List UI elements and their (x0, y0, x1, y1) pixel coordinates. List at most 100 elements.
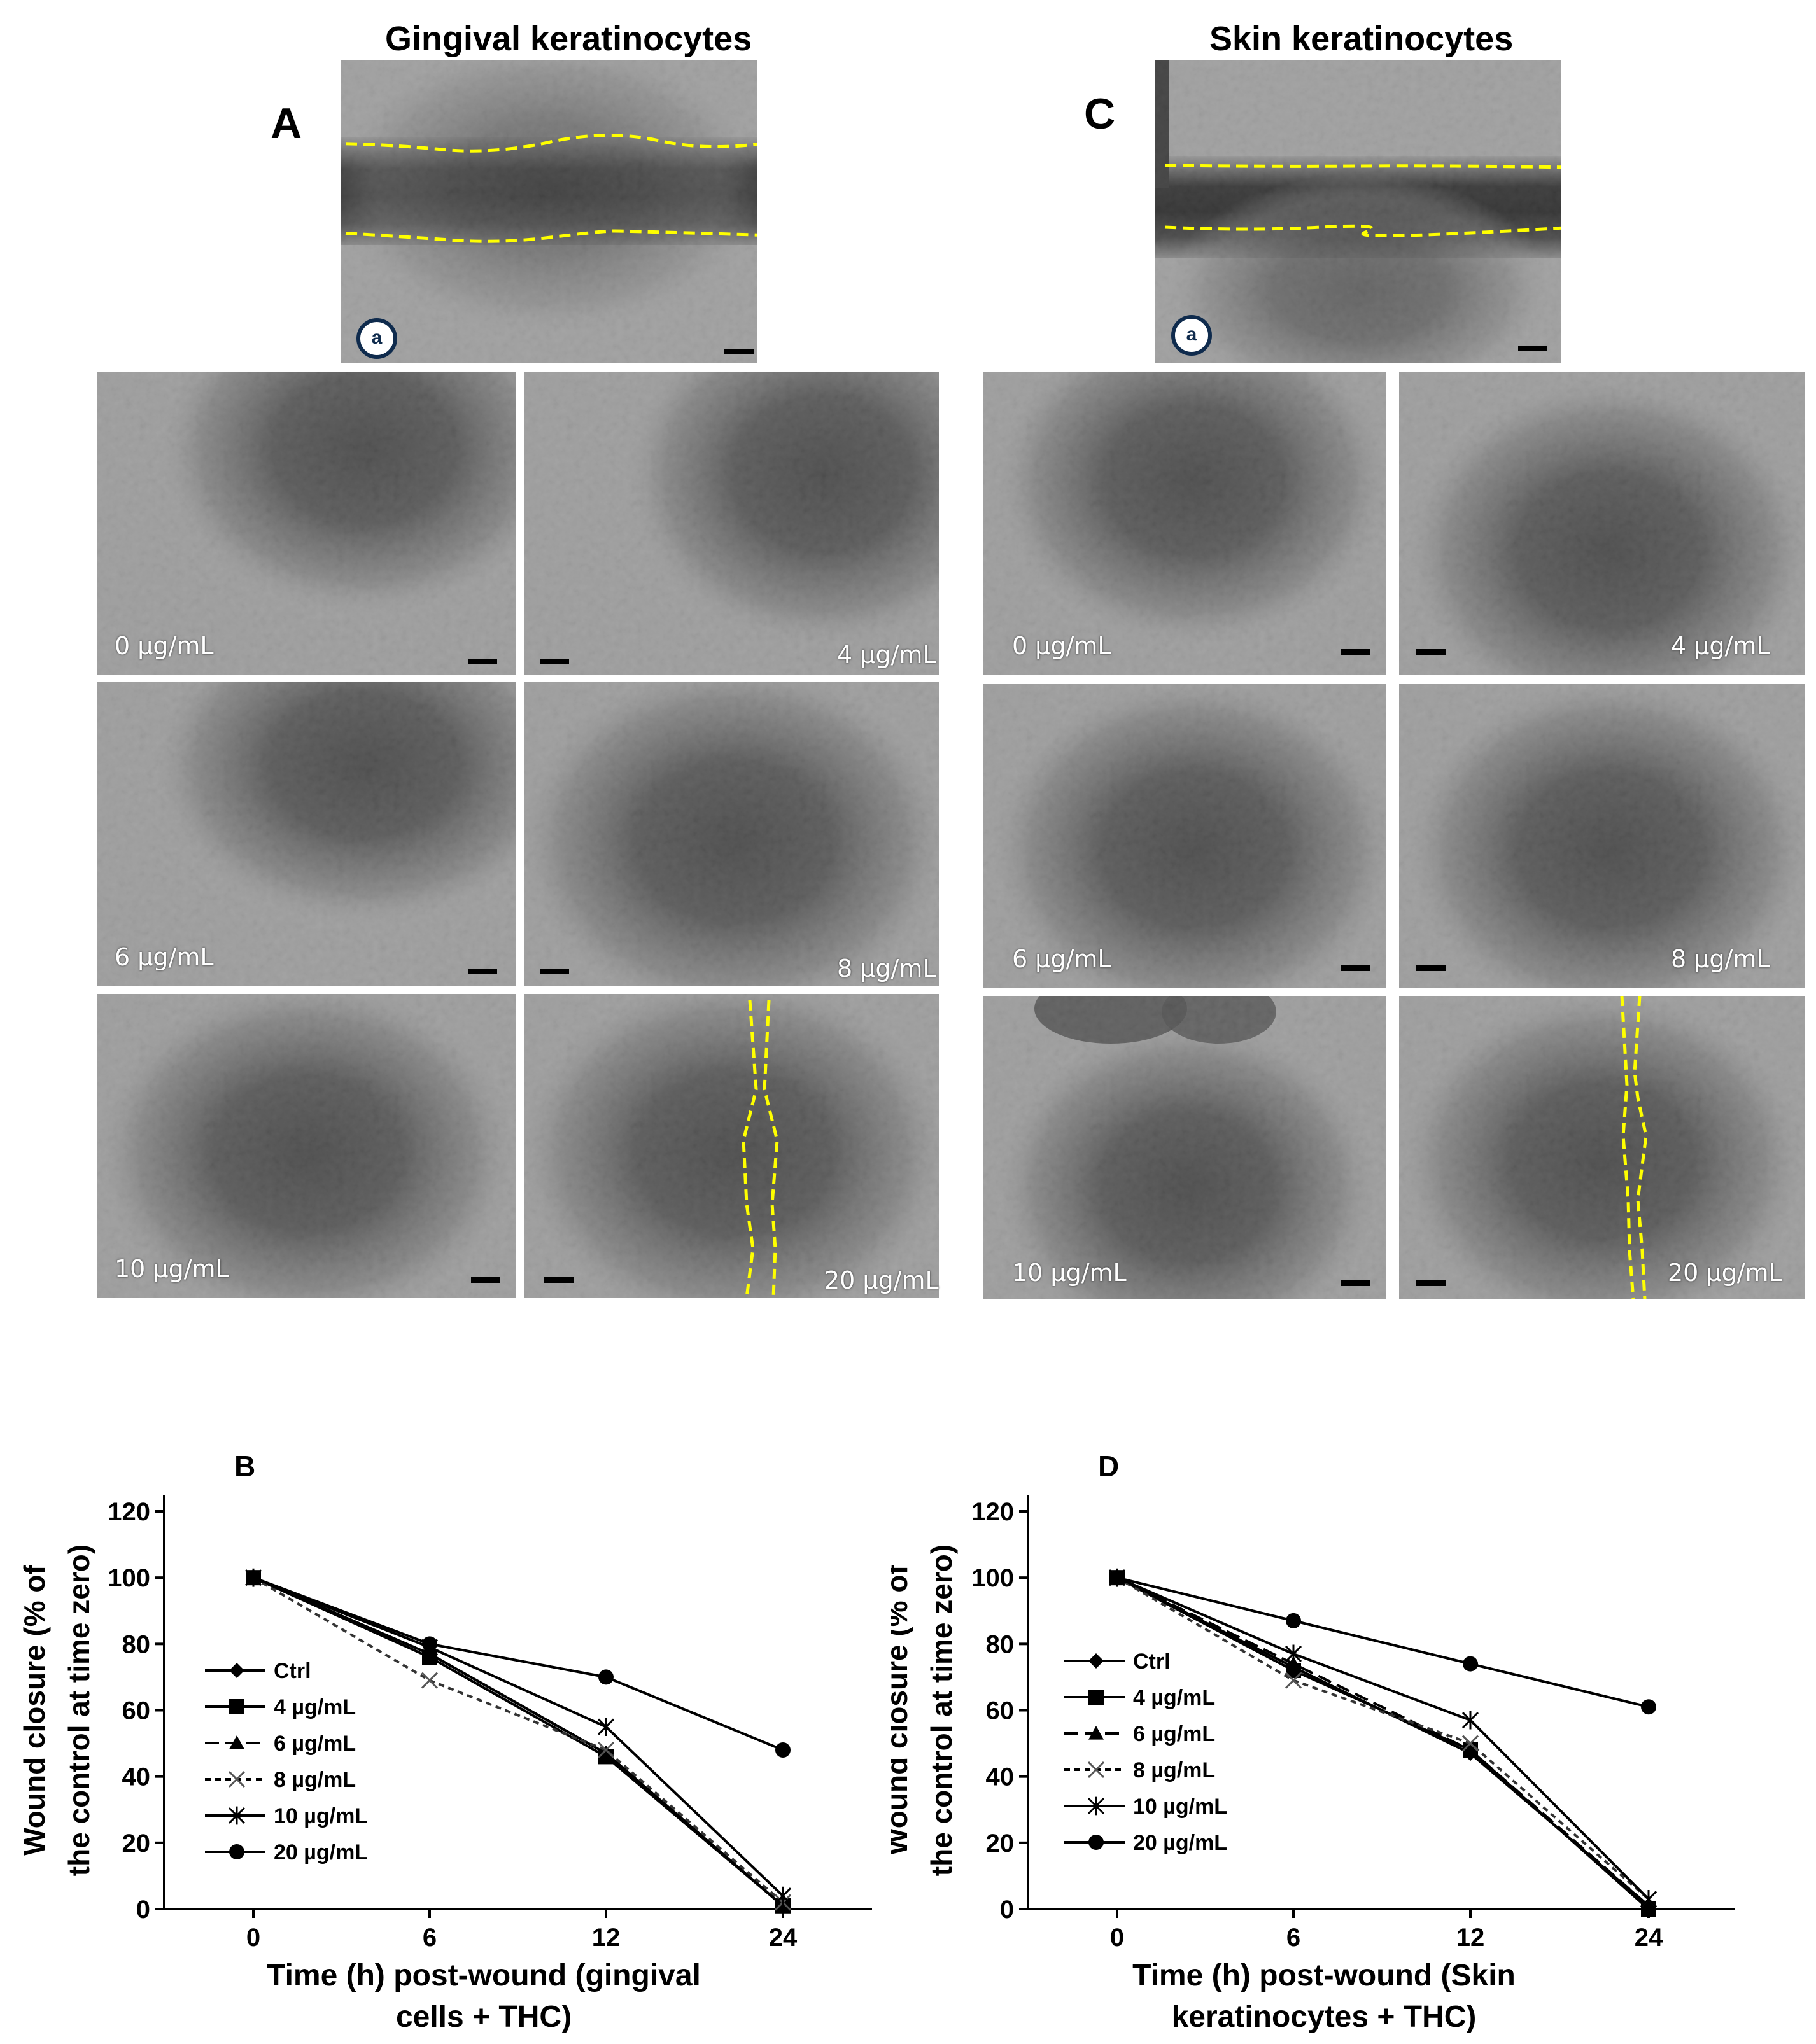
data-point (1463, 1656, 1478, 1672)
right-column-title: Skin keratinocytes (1209, 20, 1514, 58)
series-line (1116, 1576, 1650, 1907)
scale-bar (1341, 1280, 1370, 1286)
concentration-label: 4 µg/mL (1671, 632, 1770, 660)
data-point (598, 1746, 614, 1760)
data-point (1461, 1735, 1479, 1752)
x-tick-label: 6 (1286, 1924, 1300, 1952)
skin-micrograph-10 (983, 996, 1386, 1299)
y-tick-label: 80 (122, 1630, 151, 1658)
x-tick-label: 0 (1110, 1924, 1124, 1952)
data-point (775, 1898, 791, 1912)
panel-letter: B (234, 1450, 255, 1483)
y-tick-label: 20 (986, 1830, 1015, 1858)
legend-label: 20 µg/mL (1133, 1831, 1227, 1855)
data-point (1285, 1672, 1302, 1689)
skin-micrograph-6 (983, 684, 1386, 988)
panel-letter-c: C (1084, 90, 1116, 138)
panel-letter-a: A (271, 99, 302, 148)
gingival-micrograph-4 (524, 372, 939, 675)
concentration-label: 8 µg/mL (837, 955, 936, 983)
legend-label: Ctrl (274, 1659, 311, 1683)
legend-marker (1087, 1761, 1105, 1779)
data-point (1285, 1644, 1302, 1663)
concentration-label: 20 µg/mL (1668, 1259, 1782, 1287)
legend-marker (229, 1735, 244, 1749)
gingival-micrograph-20 (524, 994, 939, 1298)
gingival-micrograph-6 (97, 682, 516, 986)
x-tick-label: 12 (1456, 1924, 1485, 1952)
series-line (1116, 1576, 1649, 1709)
x-axis-label: keratinocytes + THC) (1172, 2000, 1477, 2034)
y-axis-label: the control at time zero) (62, 1544, 95, 1876)
data-point (421, 1672, 439, 1689)
y-tick-label: 60 (986, 1697, 1015, 1725)
skin-wound-image (1155, 60, 1561, 363)
x-axis-label: cells + THC) (396, 2000, 572, 2034)
concentration-label: 10 µg/mL (115, 1255, 229, 1283)
data-point (422, 1636, 437, 1652)
data-point (1463, 1742, 1478, 1756)
y-axis-label: Wound closure (% of (18, 1565, 51, 1856)
series-line (252, 1576, 784, 1904)
data-point (1641, 1699, 1656, 1715)
scale-bar (540, 969, 569, 974)
y-tick-label: 120 (108, 1498, 150, 1526)
data-point (1286, 1613, 1301, 1628)
legend-marker (1088, 1653, 1104, 1669)
legend-marker (229, 1663, 244, 1678)
concentration-label: 0 µg/mL (1012, 632, 1111, 660)
legend-label: 8 µg/mL (274, 1768, 356, 1792)
scale-bar (1341, 649, 1370, 655)
concentration-label: 10 µg/mL (1012, 1259, 1127, 1287)
legend-label: 4 µg/mL (1133, 1686, 1215, 1710)
x-tick-label: 12 (592, 1924, 621, 1952)
data-point (597, 1718, 615, 1736)
data-point (598, 1669, 614, 1685)
scale-bar (1341, 965, 1370, 971)
legend-marker (228, 1770, 246, 1788)
series-line (1116, 1576, 1650, 1900)
skin-micrograph-0 (983, 372, 1386, 675)
concentration-label: 4 µg/mL (837, 641, 936, 669)
data-point (1461, 1711, 1479, 1730)
panel-letter: D (1098, 1450, 1119, 1483)
x-axis-label: Time (h) post-wound (Skin (1132, 1959, 1516, 1992)
legend-marker (1088, 1726, 1104, 1740)
left-column-title: Gingival keratinocytes (385, 20, 752, 58)
x-axis-label: Time (h) post-wound (gingival (267, 1959, 701, 1992)
y-tick-label: 120 (971, 1498, 1014, 1526)
legend-label: 6 µg/mL (1133, 1722, 1215, 1746)
y-axis-label: the control at time zero) (925, 1544, 958, 1876)
y-tick-label: 60 (122, 1697, 151, 1725)
gingival-micrograph-8 (524, 682, 939, 986)
series-line (1116, 1576, 1650, 1900)
data-point (1109, 1570, 1125, 1586)
y-tick-label: 0 (136, 1896, 150, 1924)
y-axis-label: Wound closure (% of (891, 1565, 913, 1856)
scale-bar (1416, 965, 1446, 971)
time-zero-badge-gingival: a (356, 318, 397, 359)
y-tick-label: 100 (108, 1564, 150, 1592)
data-point (775, 1742, 791, 1758)
legend-label: 6 µg/mL (274, 1732, 356, 1756)
data-point (1286, 1656, 1301, 1670)
concentration-label: 8 µg/mL (1671, 945, 1770, 973)
x-tick-label: 24 (769, 1924, 798, 1952)
x-tick-label: 0 (246, 1924, 260, 1952)
y-tick-label: 20 (122, 1830, 151, 1858)
y-tick-label: 0 (1000, 1896, 1014, 1924)
concentration-label: 6 µg/mL (1012, 945, 1111, 973)
scale-bar (1416, 1280, 1446, 1286)
scale-bar (468, 969, 497, 974)
legend-label: Ctrl (1133, 1649, 1171, 1674)
chart-b: B 0 20 40 60 80 100 120 0 6 12 24 Wound closure (% o… (18, 1450, 872, 2034)
gingival-wound-image (341, 60, 757, 363)
data-point (774, 1886, 792, 1905)
scale-bar (544, 1277, 574, 1283)
legend-marker (229, 1844, 244, 1859)
legend-marker (1087, 1796, 1105, 1816)
concentration-label: 6 µg/mL (115, 943, 214, 971)
x-tick-label: 24 (1635, 1924, 1663, 1952)
scale-bar (540, 659, 569, 664)
chart-d: D 0 20 40 60 80 100 120 0 6 12 24 Wound closure (% o… (891, 1450, 1735, 2034)
